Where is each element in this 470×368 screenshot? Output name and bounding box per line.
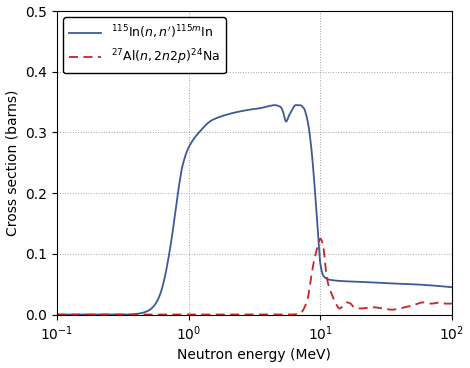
$^{115}$In$(n,n')^{115m}$In <box>123 312 128 317</box>
$^{115}$In$(n,n')^{115m}$In <box>293 103 298 107</box>
$^{27}$Al$(n,2n2p)^{24}$Na <box>99 312 105 317</box>
X-axis label: Neutron energy (MeV): Neutron energy (MeV) <box>178 348 331 362</box>
$^{27}$Al$(n,2n2p)^{24}$Na <box>399 306 405 310</box>
$^{115}$In$(n,n')^{115m}$In <box>205 120 211 125</box>
Line: $^{115}$In$(n,n')^{115m}$In: $^{115}$In$(n,n')^{115m}$In <box>57 105 452 315</box>
$^{27}$Al$(n,2n2p)^{24}$Na <box>449 301 455 306</box>
$^{115}$In$(n,n')^{115m}$In <box>223 113 228 117</box>
$^{27}$Al$(n,2n2p)^{24}$Na <box>441 301 447 306</box>
Line: $^{27}$Al$(n,2n2p)^{24}$Na: $^{27}$Al$(n,2n2p)^{24}$Na <box>57 239 452 315</box>
Legend: $^{115}$In$(n,n')^{115m}$In, $^{27}$Al$(n,2n2p)^{24}$Na: $^{115}$In$(n,n')^{115m}$In, $^{27}$Al$(… <box>63 17 226 73</box>
$^{115}$In$(n,n')^{115m}$In <box>399 282 405 286</box>
Y-axis label: Cross section (barns): Cross section (barns) <box>6 90 20 236</box>
$^{27}$Al$(n,2n2p)^{24}$Na <box>317 237 323 241</box>
$^{115}$In$(n,n')^{115m}$In <box>99 312 105 317</box>
$^{27}$Al$(n,2n2p)^{24}$Na <box>223 312 228 317</box>
$^{115}$In$(n,n')^{115m}$In <box>441 284 447 289</box>
$^{115}$In$(n,n')^{115m}$In <box>54 312 60 317</box>
$^{27}$Al$(n,2n2p)^{24}$Na <box>54 312 60 317</box>
$^{27}$Al$(n,2n2p)^{24}$Na <box>205 312 211 317</box>
$^{115}$In$(n,n')^{115m}$In <box>449 285 455 290</box>
$^{27}$Al$(n,2n2p)^{24}$Na <box>123 312 128 317</box>
